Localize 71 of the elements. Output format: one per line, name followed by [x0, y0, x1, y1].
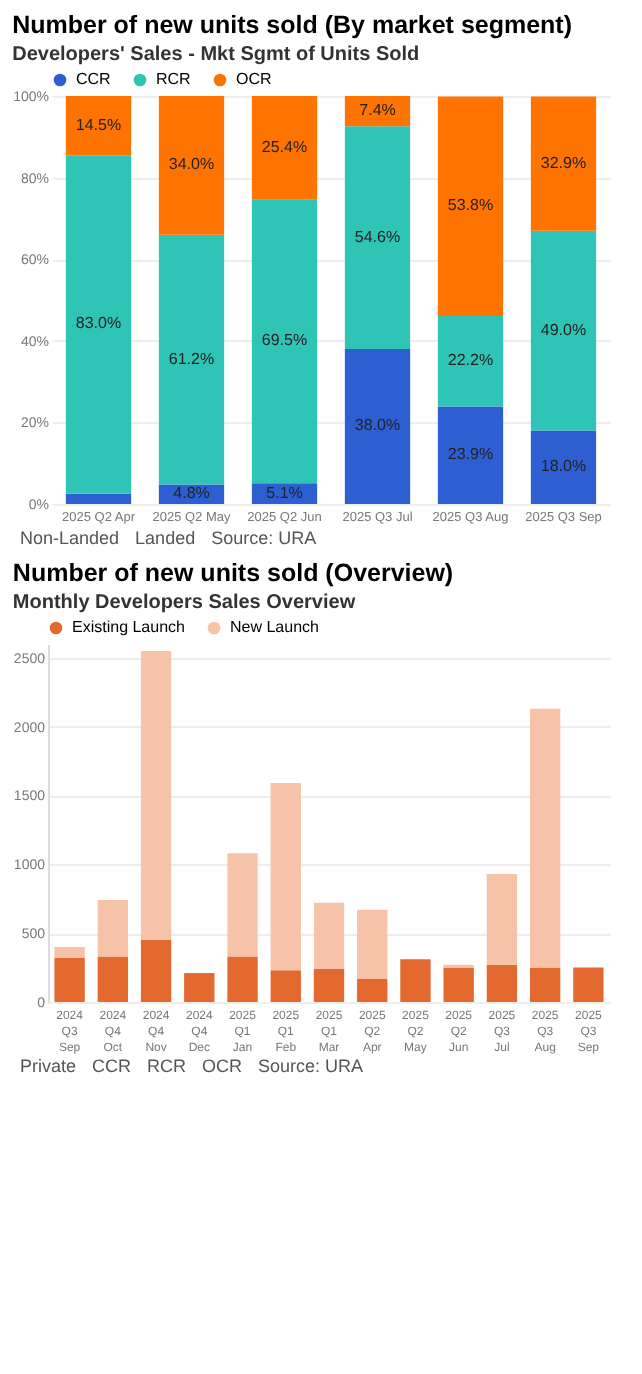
- bar: [97, 956, 129, 1002]
- text: Non-Landed: [20, 528, 120, 548]
- text: RCR: [147, 1056, 187, 1076]
- data-label: 23.9%: [447, 445, 494, 464]
- data-label: 38.0%: [354, 416, 401, 435]
- data-label: 49.0%: [540, 320, 587, 339]
- chart-title: Number of new units sold (Overview): [12, 559, 454, 587]
- bar: [54, 946, 85, 958]
- bar: [486, 873, 518, 965]
- bar: [530, 430, 597, 504]
- data-label: 34.0%: [168, 155, 215, 174]
- bar: [65, 155, 132, 494]
- data-label: 61.2%: [168, 349, 215, 368]
- data-label: 32.9%: [540, 153, 587, 172]
- bar: [54, 957, 85, 1002]
- data-label: 54.6%: [354, 227, 401, 246]
- bar: [573, 967, 604, 1002]
- legend-label: CCR: [76, 70, 112, 88]
- bar: [529, 708, 561, 968]
- bar: [400, 959, 431, 1002]
- bar: [140, 650, 172, 941]
- bar: [357, 909, 388, 979]
- bar: [270, 783, 301, 971]
- bar: [313, 902, 345, 969]
- bar: [530, 96, 597, 231]
- bar: [529, 967, 561, 1002]
- data-label: 22.2%: [447, 351, 494, 370]
- chart-title: Number of new units sold (By market segment): [12, 11, 573, 39]
- bar: [158, 96, 225, 235]
- data-label: 25.4%: [261, 137, 308, 156]
- bar: [251, 96, 318, 200]
- legend-label: OCR: [236, 70, 272, 88]
- bar: [184, 973, 215, 1002]
- bar: [486, 964, 518, 1002]
- data-label: 14.5%: [75, 115, 122, 134]
- data-label: 4.8%: [173, 484, 210, 503]
- bar: [140, 940, 172, 1002]
- bar: [437, 315, 504, 407]
- text: Private: [20, 1056, 77, 1076]
- bar: [530, 230, 597, 431]
- data-label: 7.4%: [359, 101, 396, 120]
- data-label: 18.0%: [540, 457, 587, 476]
- bar: [65, 493, 132, 504]
- bar: [344, 126, 411, 349]
- source-note: Source: URA: [258, 1056, 364, 1076]
- legend-label: RCR: [156, 70, 192, 88]
- bar: [251, 199, 318, 484]
- data-label: 69.5%: [261, 331, 308, 350]
- bar: [443, 967, 474, 1002]
- bar: [158, 234, 225, 485]
- bar: [357, 978, 388, 1002]
- text: OCR: [202, 1056, 243, 1076]
- legend-label: Existing Launch: [72, 618, 185, 636]
- bar: [344, 348, 411, 504]
- bar: [227, 853, 258, 957]
- bar: [65, 96, 132, 156]
- bar: [227, 956, 258, 1002]
- chart-subtitle: Monthly Developers Sales Overview: [12, 592, 356, 614]
- data-label: 83.0%: [75, 314, 122, 333]
- legend-label: New Launch: [230, 618, 319, 636]
- data-label: 5.1%: [266, 483, 303, 502]
- bar: [313, 968, 345, 1002]
- chart-subtitle: Developers' Sales - Mkt Sgmt of Units Sold: [12, 44, 420, 66]
- bar: [437, 96, 504, 316]
- source-note: Source: URA: [211, 528, 317, 548]
- bar: [270, 970, 301, 1002]
- bar: [437, 406, 504, 504]
- bar: [97, 900, 129, 957]
- data-label: 53.8%: [447, 196, 494, 215]
- text: Landed: [135, 528, 196, 548]
- text: CCR: [92, 1056, 132, 1076]
